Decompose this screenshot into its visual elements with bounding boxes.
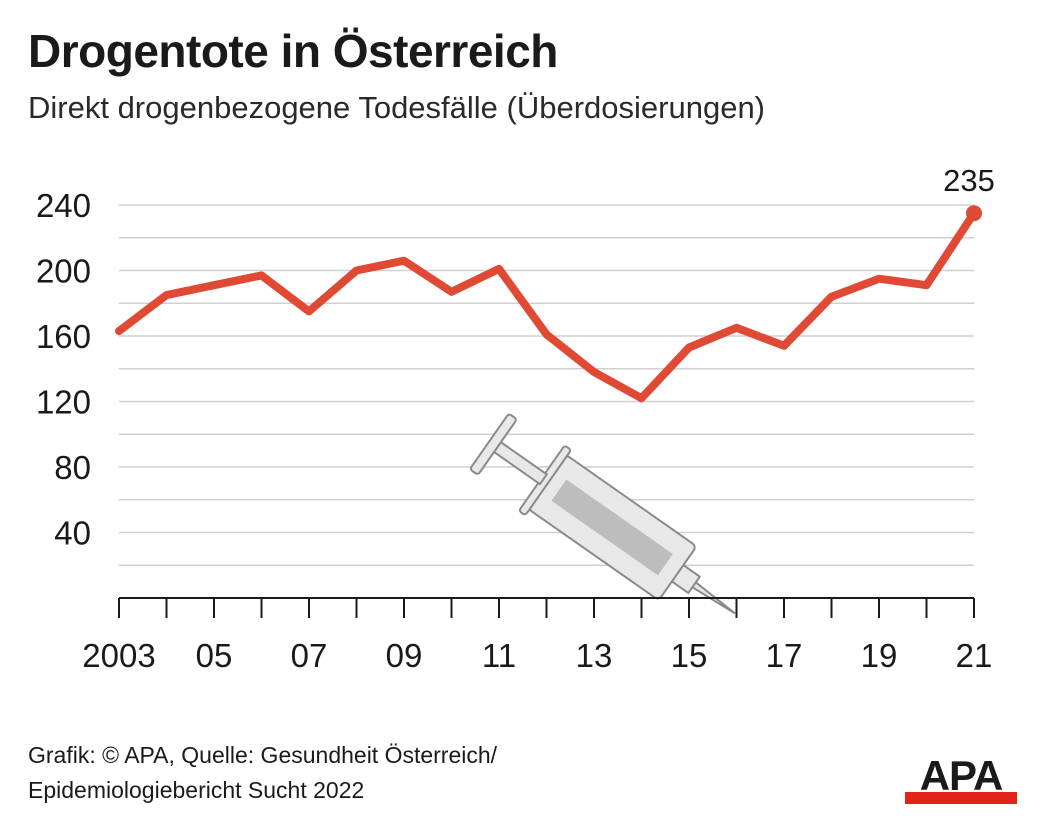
y-tick-labels: 40 80 120 160 200 240	[36, 187, 91, 552]
y-tick-label: 120	[36, 384, 91, 421]
chart-subtitle: Direkt drogenbezogene Todesfälle (Überdo…	[28, 90, 766, 125]
apa-logo-bar	[905, 792, 1017, 804]
apa-logo-text: APA	[920, 754, 1003, 799]
x-tick-label: 09	[386, 637, 423, 674]
chart-title: Drogentote in Österreich	[28, 25, 558, 77]
y-tick-label: 40	[54, 515, 91, 552]
x-tick-label: 05	[196, 637, 233, 674]
y-tick-label: 200	[36, 253, 91, 290]
x-tick-label: 2003	[82, 637, 155, 674]
y-tick-label: 80	[54, 449, 91, 486]
x-tick-label: 21	[956, 637, 993, 674]
x-axis	[118, 597, 975, 618]
y-tick-label: 160	[36, 318, 91, 355]
x-tick-label: 15	[671, 637, 708, 674]
syringe-icon	[469, 413, 736, 615]
highlight-value-label: 235	[943, 163, 995, 198]
x-tick-label: 19	[861, 637, 898, 674]
x-tick-label: 07	[291, 637, 328, 674]
y-tick-label: 240	[36, 187, 91, 224]
x-tick-label: 13	[576, 637, 613, 674]
source-note: Grafik: © APA, Quelle: Gesundheit Österr…	[28, 738, 497, 808]
highlight-point	[966, 205, 982, 222]
x-tick-labels: 2003 05 07 09 11 13 15 17 19 21	[82, 637, 992, 674]
source-line-2: Epidemiologiebericht Sucht 2022	[28, 777, 365, 803]
x-tick-label: 17	[766, 637, 803, 674]
apa-logo: APA	[905, 754, 1017, 804]
series-line	[115, 209, 978, 403]
source-line-1: Grafik: © APA, Quelle: Gesundheit Österr…	[28, 742, 498, 768]
x-tick-label: 11	[482, 637, 516, 674]
